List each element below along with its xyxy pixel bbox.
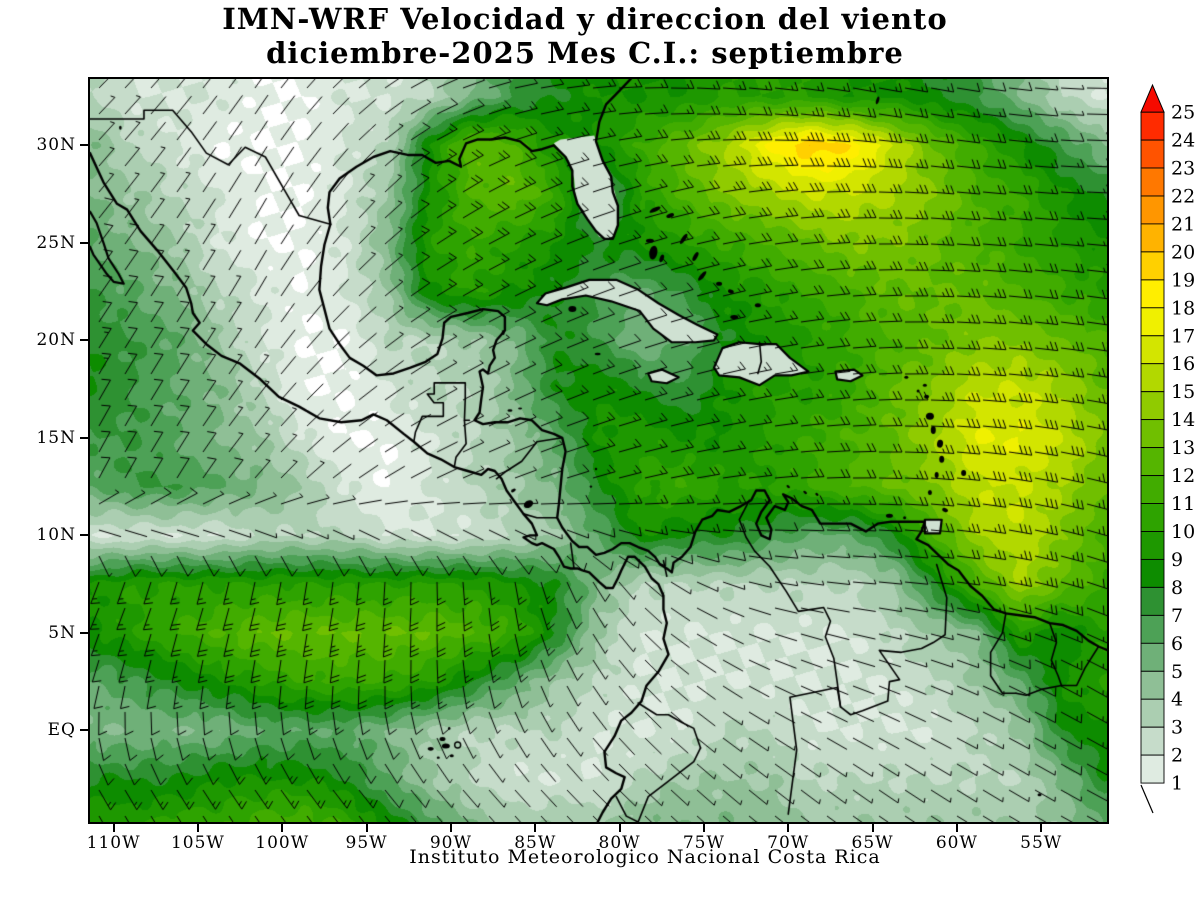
x-axis-tick <box>955 824 958 832</box>
y-axis-tick <box>80 339 88 342</box>
x-axis-tick <box>534 824 537 832</box>
colorbar-label: 21 <box>1171 213 1195 235</box>
x-axis-tick-label: 85W <box>514 833 557 853</box>
colorbar-segment <box>1140 531 1165 560</box>
colorbar-label: 25 <box>1171 102 1195 124</box>
colorbar-label: 15 <box>1171 381 1195 403</box>
x-axis-tick-label: 70W <box>767 833 810 853</box>
x-axis-tick <box>449 824 452 832</box>
x-axis-tick-label: 55W <box>1020 833 1063 853</box>
colorbar-segment <box>1140 726 1165 756</box>
colorbar-label: 3 <box>1171 717 1183 739</box>
x-axis-tick <box>618 824 621 832</box>
colorbar-segment <box>1140 335 1165 365</box>
colorbar-segment <box>1140 139 1165 169</box>
x-axis-tick-label: 75W <box>682 833 725 853</box>
colorbar-label: 16 <box>1171 353 1195 375</box>
wind-field-canvas <box>90 79 1107 822</box>
colorbar-segment <box>1140 419 1165 449</box>
colorbar-label: 10 <box>1171 521 1195 543</box>
colorbar-segment <box>1140 363 1165 393</box>
colorbar-label: 14 <box>1171 409 1195 431</box>
colorbar-segment <box>1140 614 1165 644</box>
colorbar-label: 19 <box>1171 269 1195 291</box>
colorbar-label: 2 <box>1171 745 1183 767</box>
colorbar-label: 17 <box>1171 325 1195 347</box>
x-axis-tick <box>871 824 874 832</box>
x-axis-tick-label: 65W <box>851 833 894 853</box>
x-axis-tick-label: 105W <box>170 833 225 853</box>
page-subtitle: diciembre-2025 Mes C.I.: septiembre <box>266 36 904 70</box>
x-axis-tick-label: 60W <box>935 833 978 853</box>
colorbar-segment <box>1140 754 1165 784</box>
y-axis-tick <box>80 729 88 732</box>
colorbar-segment <box>1140 670 1165 700</box>
colorbar-segment <box>1140 503 1165 532</box>
colorbar-segment <box>1140 558 1165 588</box>
colorbar-label: 22 <box>1171 186 1195 208</box>
colorbar-label: 8 <box>1171 577 1183 599</box>
x-axis-tick <box>1040 824 1043 832</box>
colorbar-label: 4 <box>1171 689 1183 711</box>
colorbar-segment <box>1140 475 1165 505</box>
colorbar-label: 11 <box>1171 493 1195 515</box>
colorbar-min-pointer <box>1140 784 1154 814</box>
colorbar-segment <box>1140 391 1165 421</box>
colorbar-max-arrow <box>1140 83 1165 113</box>
colorbar-label: 6 <box>1171 633 1183 655</box>
y-axis-tick-label: 30N <box>36 135 76 156</box>
y-axis-tick <box>80 241 88 244</box>
x-axis-tick-label: 110W <box>86 833 141 853</box>
x-axis-tick-label: 95W <box>345 833 388 853</box>
colorbar-segment <box>1140 642 1165 672</box>
footer-credit: Instituto Meteorologico Nacional Costa R… <box>409 846 881 868</box>
y-axis-tick-label: 5N <box>48 622 76 643</box>
y-axis-tick-label: 15N <box>36 427 76 448</box>
colorbar-segment <box>1140 447 1165 477</box>
colorbar-label: 12 <box>1171 465 1195 487</box>
colorbar-segment <box>1140 251 1165 281</box>
x-axis-tick <box>702 824 705 832</box>
y-axis-tick-label: 25N <box>36 232 76 253</box>
colorbar-segment <box>1140 195 1165 225</box>
colorbar-label: 18 <box>1171 297 1195 319</box>
y-axis-tick-label: 10N <box>36 525 76 546</box>
colorbar-label: 23 <box>1171 158 1195 180</box>
x-axis-tick <box>112 824 115 832</box>
x-axis-tick <box>281 824 284 832</box>
map-plot-area <box>88 77 1109 824</box>
colorbar-segment <box>1140 586 1165 616</box>
x-axis-tick <box>365 824 368 832</box>
colorbar-label: 13 <box>1171 437 1195 459</box>
colorbar: 1234567891011121314151617181920212223242… <box>1140 83 1195 814</box>
colorbar-label: 5 <box>1171 661 1183 683</box>
x-axis-tick-label: 90W <box>429 833 472 853</box>
x-axis-tick <box>196 824 199 832</box>
y-axis-tick <box>80 144 88 147</box>
colorbar-label: 7 <box>1171 605 1183 627</box>
x-axis-tick <box>787 824 790 832</box>
colorbar-segment <box>1140 279 1165 309</box>
x-axis-tick-label: 80W <box>598 833 641 853</box>
y-axis-tick-label: EQ <box>47 720 76 741</box>
colorbar-label: 20 <box>1171 241 1195 263</box>
colorbar-segment <box>1140 223 1165 253</box>
x-axis-tick-label: 100W <box>255 833 310 853</box>
colorbar-label: 9 <box>1171 549 1183 571</box>
y-axis-tick-label: 20N <box>36 330 76 351</box>
colorbar-label: 24 <box>1171 130 1195 152</box>
y-axis-tick <box>80 534 88 537</box>
colorbar-segment <box>1140 307 1165 337</box>
colorbar-segment <box>1140 167 1165 197</box>
colorbar-label: 1 <box>1171 773 1183 795</box>
colorbar-segment <box>1140 698 1165 728</box>
colorbar-segment <box>1140 111 1165 141</box>
y-axis-tick <box>80 631 88 634</box>
page-title: IMN-WRF Velocidad y direccion del viento <box>222 2 948 36</box>
y-axis-tick <box>80 436 88 439</box>
